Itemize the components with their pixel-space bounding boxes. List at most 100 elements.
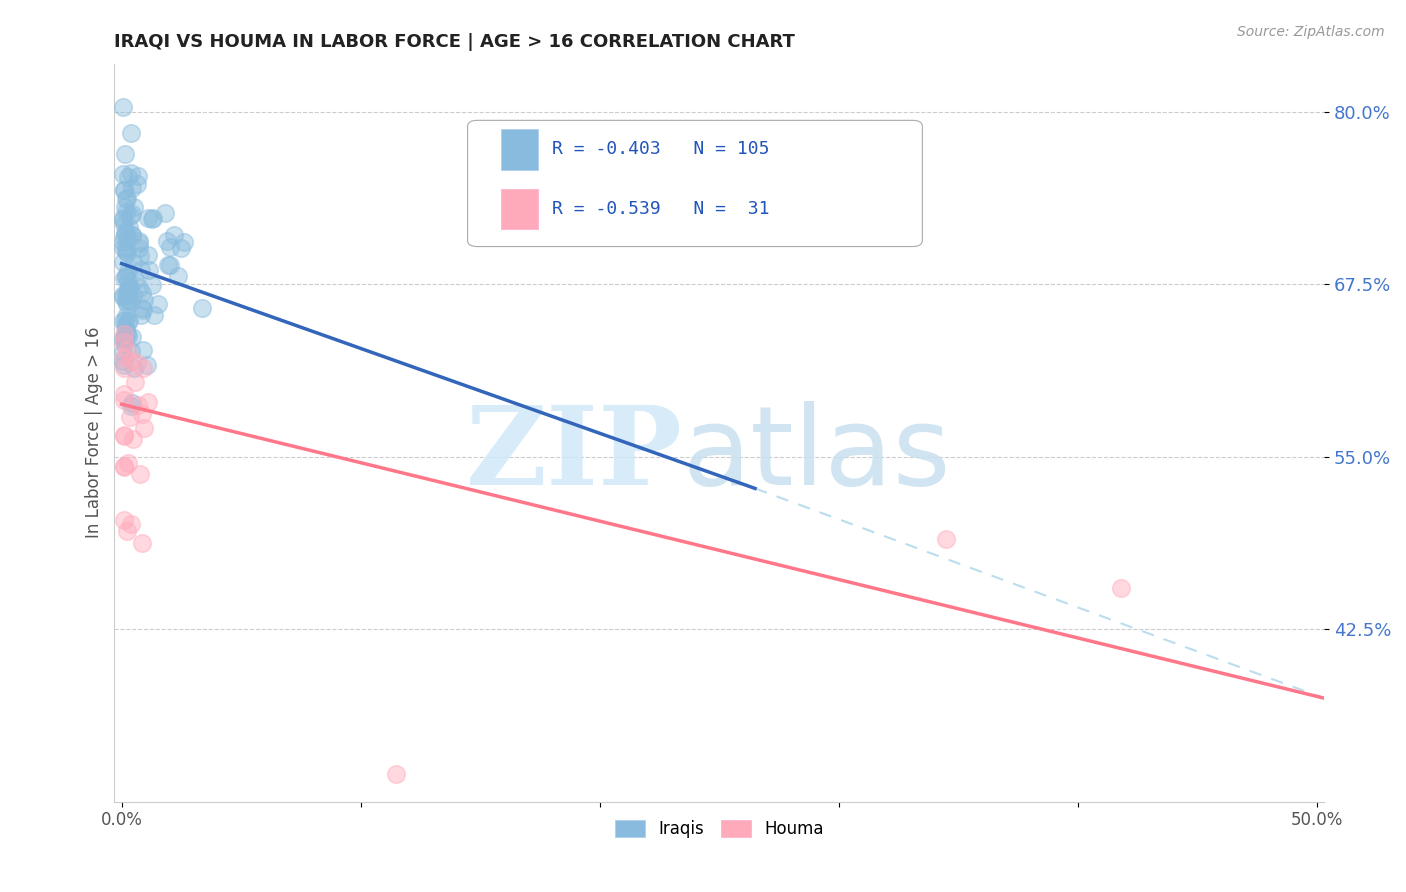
Point	[117, 456, 139, 470]
Point	[127, 398, 149, 412]
Point	[129, 263, 152, 277]
Point	[112, 350, 135, 364]
Point	[120, 344, 142, 359]
Point	[120, 126, 142, 140]
Point	[114, 319, 136, 334]
Point	[117, 169, 139, 184]
Point	[128, 281, 150, 295]
Point	[115, 524, 138, 539]
Point	[111, 314, 134, 328]
Point	[112, 332, 135, 346]
Point	[115, 244, 138, 259]
Point	[115, 204, 138, 219]
Point	[121, 181, 143, 195]
Point	[121, 396, 143, 410]
Point	[115, 241, 138, 255]
Point	[131, 536, 153, 550]
Point	[128, 241, 150, 255]
Point	[114, 226, 136, 240]
Point	[112, 290, 135, 304]
Point	[111, 211, 134, 225]
Point	[125, 177, 148, 191]
Point	[166, 268, 188, 283]
Text: R = -0.403   N = 105: R = -0.403 N = 105	[553, 140, 769, 159]
Point	[127, 169, 149, 183]
Point	[385, 767, 408, 781]
Point	[117, 329, 139, 343]
Point	[117, 231, 139, 245]
Point	[121, 227, 143, 242]
Point	[134, 293, 156, 307]
Point	[129, 309, 152, 323]
Point	[111, 235, 134, 249]
Point	[120, 399, 142, 413]
Point	[121, 254, 143, 268]
Point	[114, 328, 136, 343]
Point	[117, 219, 139, 234]
Point	[124, 375, 146, 389]
Point	[111, 167, 134, 181]
Point	[115, 297, 138, 311]
Point	[131, 360, 153, 375]
Point	[131, 285, 153, 300]
Point	[115, 293, 138, 308]
Point	[159, 258, 181, 272]
Point	[124, 273, 146, 287]
Point	[136, 211, 159, 225]
Point	[111, 287, 134, 301]
Point	[114, 313, 136, 327]
Point	[136, 248, 159, 262]
Point	[121, 330, 143, 344]
Point	[112, 217, 135, 231]
Point	[125, 356, 148, 370]
Point	[112, 271, 135, 285]
Point	[112, 360, 135, 375]
Point	[114, 331, 136, 345]
Point	[117, 274, 139, 288]
Point	[115, 326, 138, 341]
Point	[114, 200, 136, 214]
Point	[129, 249, 152, 263]
Point	[111, 353, 134, 368]
Point	[935, 533, 957, 547]
Point	[134, 421, 156, 435]
Point	[115, 191, 138, 205]
Point	[118, 279, 141, 293]
Point	[114, 309, 136, 323]
Point	[141, 278, 163, 293]
Point	[120, 165, 142, 179]
Point	[112, 513, 135, 527]
Point	[112, 334, 135, 349]
Point	[146, 296, 169, 310]
Text: ZIP: ZIP	[467, 401, 683, 508]
Point	[156, 234, 179, 248]
Point	[153, 206, 176, 220]
Point	[112, 336, 135, 351]
Text: atlas: atlas	[683, 401, 952, 508]
Text: IRAQI VS HOUMA IN LABOR FORCE | AGE > 16 CORRELATION CHART: IRAQI VS HOUMA IN LABOR FORCE | AGE > 16…	[114, 33, 796, 51]
Point	[120, 410, 142, 425]
Text: Source: ZipAtlas.com: Source: ZipAtlas.com	[1237, 25, 1385, 39]
Point	[173, 235, 195, 249]
Point	[132, 343, 155, 358]
Point	[117, 293, 139, 307]
Point	[112, 428, 135, 442]
Point	[1109, 581, 1132, 595]
Bar	[502, 188, 537, 229]
Point	[115, 343, 138, 358]
Point	[136, 395, 159, 409]
Point	[138, 262, 160, 277]
Point	[121, 206, 143, 220]
Point	[111, 344, 134, 359]
Point	[163, 227, 186, 242]
Point	[115, 269, 138, 284]
Point	[118, 313, 141, 327]
Legend: Iraqis, Houma: Iraqis, Houma	[609, 814, 830, 845]
Point	[142, 211, 165, 225]
Point	[118, 209, 141, 223]
Point	[191, 301, 214, 315]
Point	[114, 322, 136, 336]
Point	[112, 460, 135, 475]
Point	[135, 358, 157, 372]
Point	[141, 212, 163, 227]
